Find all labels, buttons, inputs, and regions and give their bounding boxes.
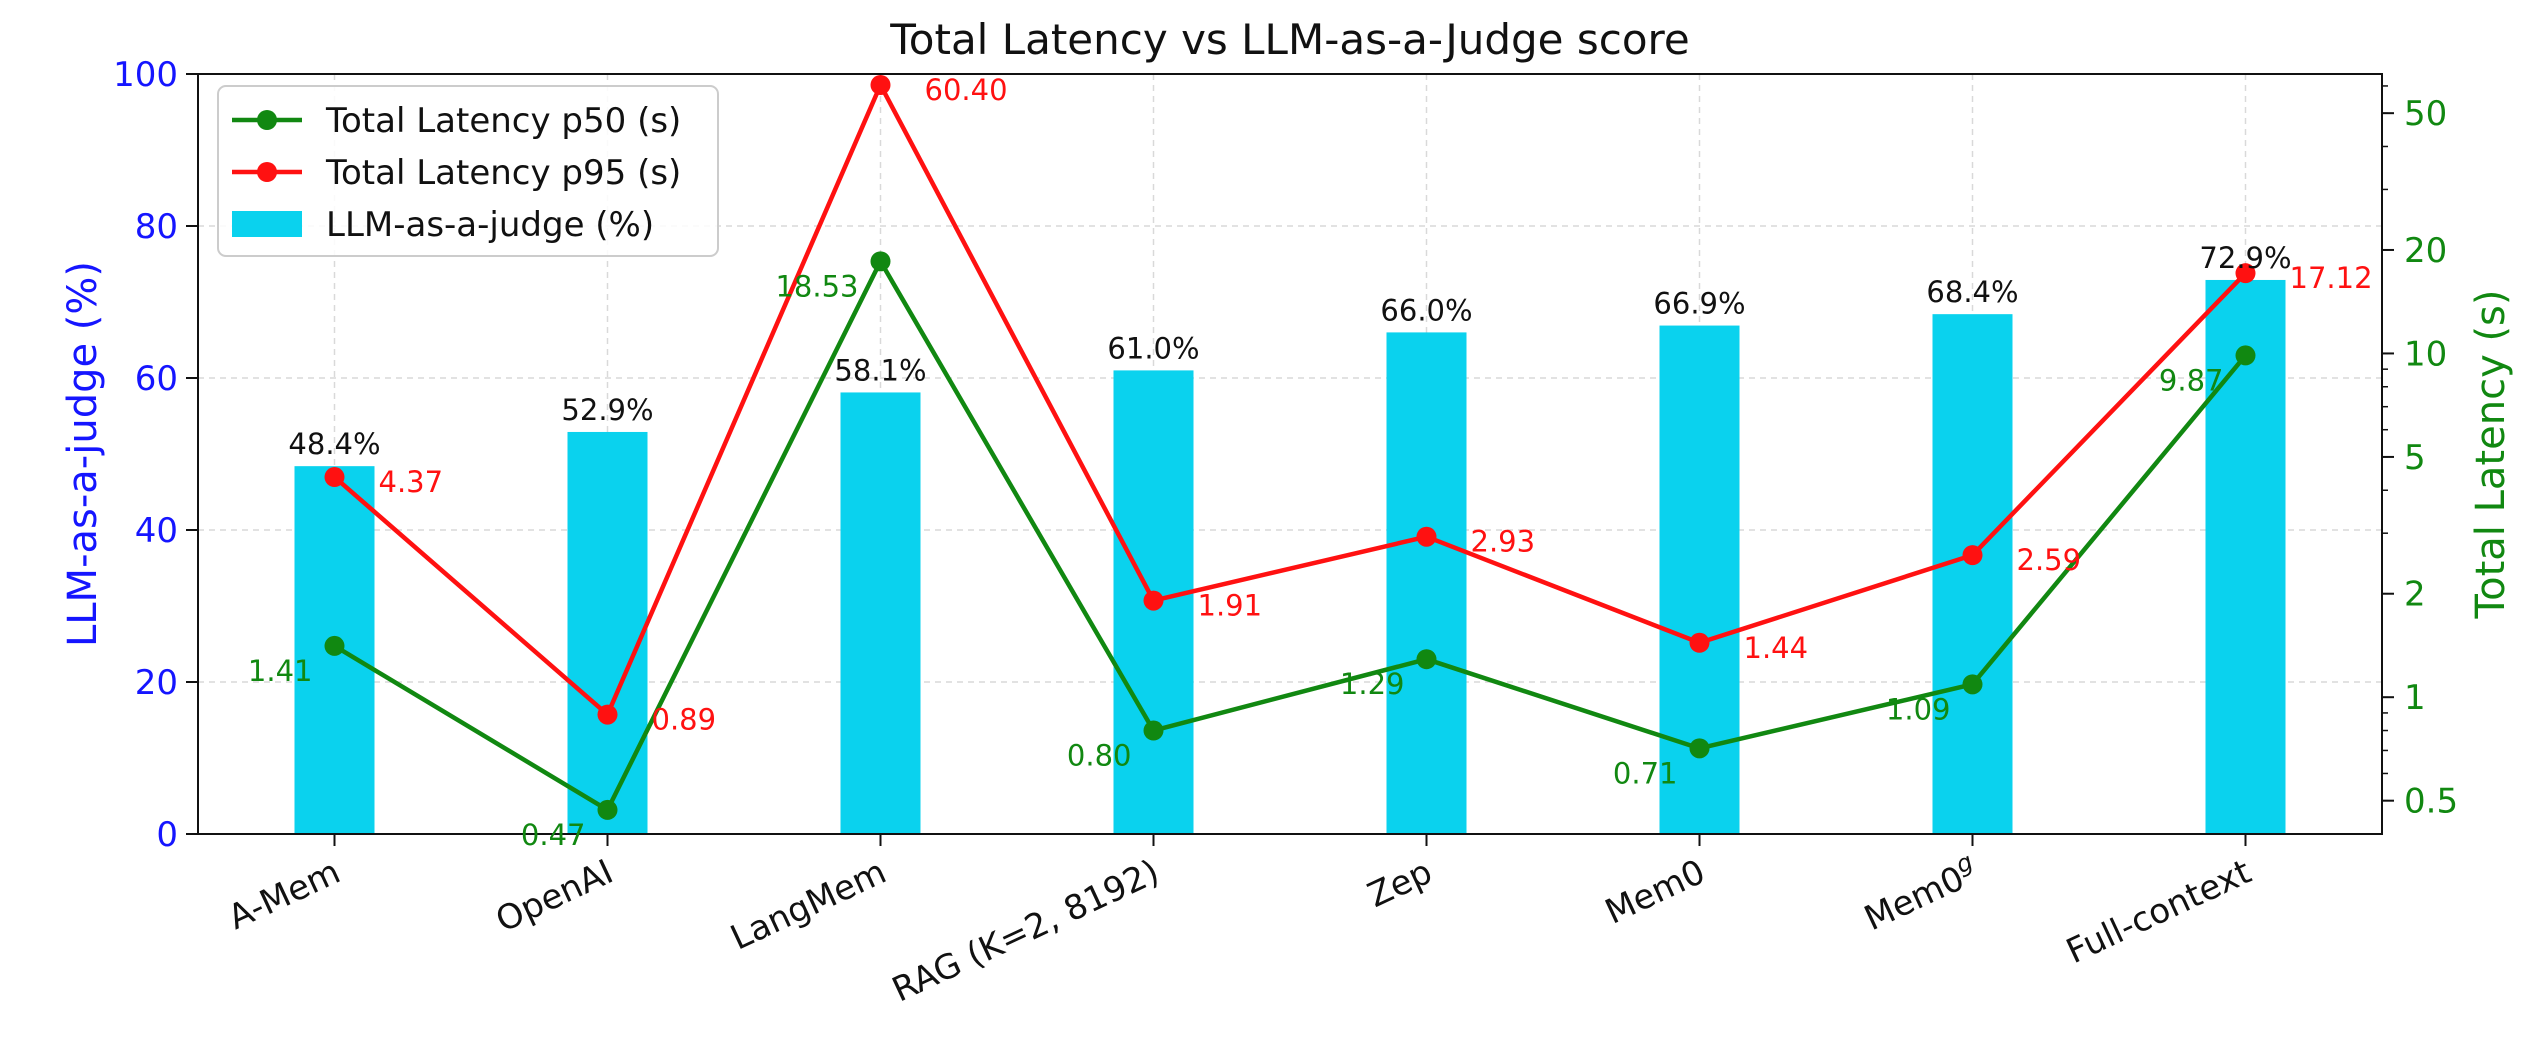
x-tick-text: Mem0 (1599, 852, 1711, 933)
x-tick-text: Zep (1362, 852, 1439, 916)
p50-point (324, 635, 345, 656)
p50-label: 1.09 (1886, 692, 1951, 726)
x-tick-label: Full-context (2060, 852, 2257, 972)
left-tick-label: 80 (135, 207, 178, 247)
bar-label: 52.9% (561, 393, 653, 427)
bars (294, 279, 2286, 835)
p50-label: 0.71 (1613, 756, 1678, 790)
left-tick-label: 60 (135, 359, 178, 399)
right-tick-label: 50 (2404, 94, 2447, 134)
x-tick-label: Mem0 (1599, 852, 1711, 933)
x-tick-text: Full-context (2060, 852, 2257, 972)
p95-label: 60.40 (925, 73, 1008, 107)
right-axis: 0.5 1 2 5 10 20 50 (2382, 85, 2458, 822)
p95-label: 17.12 (2290, 261, 2373, 295)
right-tick-label: 10 (2404, 334, 2447, 374)
left-tick-label: 20 (135, 663, 178, 703)
bar (1932, 314, 2013, 834)
right-tick-label: 5 (2404, 438, 2426, 478)
x-tick-text: A-Mem (222, 852, 346, 938)
p95-point (2235, 263, 2256, 284)
bar-label: 61.0% (1107, 331, 1199, 365)
x-tick-label: Mem0g (1856, 847, 1984, 939)
p50-point (597, 799, 618, 820)
p95-label: 1.44 (1744, 631, 1809, 665)
legend-marker (257, 110, 277, 130)
p95-label: 0.89 (652, 703, 717, 737)
p50-point (1143, 720, 1164, 741)
right-tick-label: 2 (2404, 575, 2426, 615)
x-tick-text: OpenAI (490, 852, 619, 941)
lines (324, 74, 2256, 820)
p50-label: 1.41 (248, 654, 313, 688)
p95-label: 2.59 (2017, 543, 2082, 577)
p95-point (324, 467, 345, 488)
legend-box (217, 85, 719, 257)
p50-point (1962, 674, 1983, 695)
p50-point (1689, 738, 1710, 759)
chart-title: Total Latency vs LLM-as-a-Judge score (889, 15, 1689, 64)
p50-point (1416, 649, 1437, 670)
right-tick-label: 1 (2404, 678, 2426, 718)
p50-label: 0.47 (521, 818, 586, 852)
p95-point (1143, 590, 1164, 611)
right-tick-label: 20 (2404, 231, 2447, 271)
p50-label: 18.53 (775, 269, 858, 303)
x-tick-label: Zep (1362, 852, 1439, 916)
legend-marker (257, 162, 277, 182)
legend: Total Latency p50 (s) Total Latency p95 (… (217, 85, 719, 257)
bar (567, 431, 648, 834)
p50-label: 9.87 (2159, 363, 2224, 397)
x-tick-text: LangMem (725, 852, 893, 959)
left-axis: 0 20 40 60 80 100 (113, 55, 198, 855)
p95-point (597, 704, 618, 725)
p95-point (1962, 545, 1983, 566)
p95-point (1689, 632, 1710, 653)
data-labels: 48.4% 52.9% 58.1% 61.0% 66.0% 66.9% 68.4% 72.9%… (248, 73, 2373, 852)
bar-label: 72.9% (2199, 241, 2291, 275)
bar-label: 68.4% (1926, 275, 2018, 309)
bar (840, 392, 921, 834)
x-tick-text: RAG (K=2, 8192) (886, 852, 1165, 1010)
p95-point (870, 74, 891, 95)
p50-point (2235, 345, 2256, 366)
p50-label: 1.29 (1340, 667, 1405, 701)
legend-label: LLM-as-a-judge (%) (326, 205, 654, 245)
p50-line (333, 259, 2248, 813)
x-tick-label: RAG (K=2, 8192) (886, 852, 1165, 1010)
p50-label: 0.80 (1067, 739, 1132, 773)
legend-label: Total Latency p95 (s) (325, 153, 681, 193)
p95-point (1416, 526, 1437, 547)
bar-label: 58.1% (834, 353, 926, 387)
x-tick-text: Mem0 (1858, 858, 1970, 939)
left-axis-label: LLM-as-a-judge (%) (60, 261, 106, 647)
bar-label: 66.0% (1380, 293, 1472, 327)
plot-frame (197, 73, 2383, 835)
left-tick-label: 100 (113, 55, 178, 95)
bar (2205, 279, 2286, 835)
x-tick-label: OpenAI (490, 852, 619, 941)
x-tick-label: LangMem (725, 852, 893, 959)
bar-label: 66.9% (1653, 287, 1745, 321)
x-tick-label: A-Mem (222, 852, 346, 938)
legend-bar-swatch (232, 211, 302, 237)
bar (1386, 332, 1467, 834)
right-tick-label: 0.5 (2404, 782, 2458, 822)
bar-label: 48.4% (288, 427, 380, 461)
left-tick-label: 0 (156, 815, 178, 855)
left-tick-label: 40 (135, 511, 178, 551)
p50-point (870, 251, 891, 272)
p95-label: 2.93 (1471, 525, 1536, 559)
p95-line (333, 82, 2248, 717)
p95-label: 4.37 (379, 465, 444, 499)
p95-label: 1.91 (1198, 589, 1263, 623)
right-axis-label: Total Latency (s) (2468, 289, 2514, 619)
legend-label: Total Latency p50 (s) (325, 101, 681, 141)
